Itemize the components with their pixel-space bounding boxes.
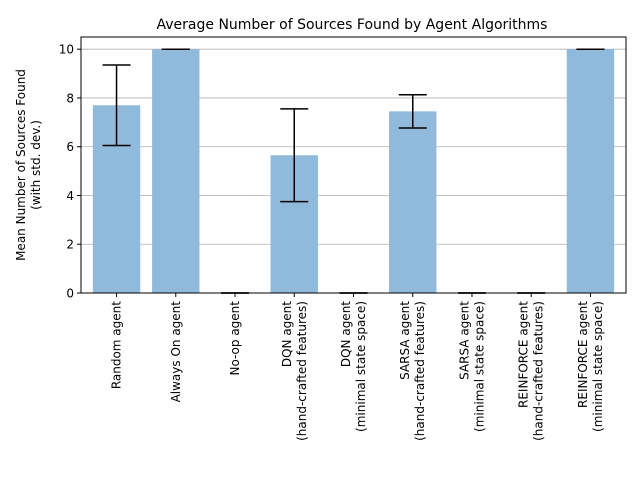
bars <box>92 49 615 294</box>
chart-title: Average Number of Sources Found by Agent… <box>157 17 548 33</box>
y-tick-label: 10 <box>59 43 74 57</box>
x-tick-label: (hand-crafted features) <box>413 301 427 441</box>
x-tick-label: REINFORCE agent <box>576 301 590 408</box>
error-bar <box>102 64 131 147</box>
x-tick-label: SARSA agent <box>398 301 412 380</box>
y-tick-label: 6 <box>66 140 74 154</box>
y-axis-label-line: (with std. dev.) <box>29 120 43 210</box>
y-tick-label: 2 <box>66 238 74 252</box>
x-tick-label: (hand-crafted features) <box>295 301 309 441</box>
x-tick-label: (minimal state space) <box>472 301 486 432</box>
y-tick-label: 4 <box>66 189 74 203</box>
y-tick-label: 0 <box>66 287 74 301</box>
x-tick-label: No-op agent <box>228 301 242 376</box>
x-tick-label: Random agent <box>110 301 124 389</box>
bar <box>566 49 615 293</box>
y-ticks: 0 2 4 6 8 10 <box>59 43 81 301</box>
y-axis-label-line: Mean Number of Sources Found <box>14 69 28 261</box>
y-axis-label: Mean Number of Sources Found (with std. d… <box>14 69 43 261</box>
x-tick-label: REINFORCE agent <box>517 301 531 408</box>
bar <box>389 111 437 293</box>
x-tick-label: (minimal state space) <box>591 301 605 432</box>
error-bar <box>398 94 427 129</box>
x-tick-label: (minimal state space) <box>354 301 368 432</box>
error-bar <box>280 108 309 203</box>
x-tick-label: DQN agent <box>280 301 294 367</box>
x-ticks: Random agent Always On agent No-op agent DQ… <box>110 293 605 441</box>
bar <box>152 49 200 293</box>
x-tick-label: SARSA agent <box>457 301 471 380</box>
x-tick-label: (hand-crafted features) <box>532 301 546 441</box>
x-tick-label: DQN agent <box>339 301 353 367</box>
x-tick-label: Always On agent <box>169 301 183 403</box>
y-tick-label: 8 <box>66 91 74 105</box>
